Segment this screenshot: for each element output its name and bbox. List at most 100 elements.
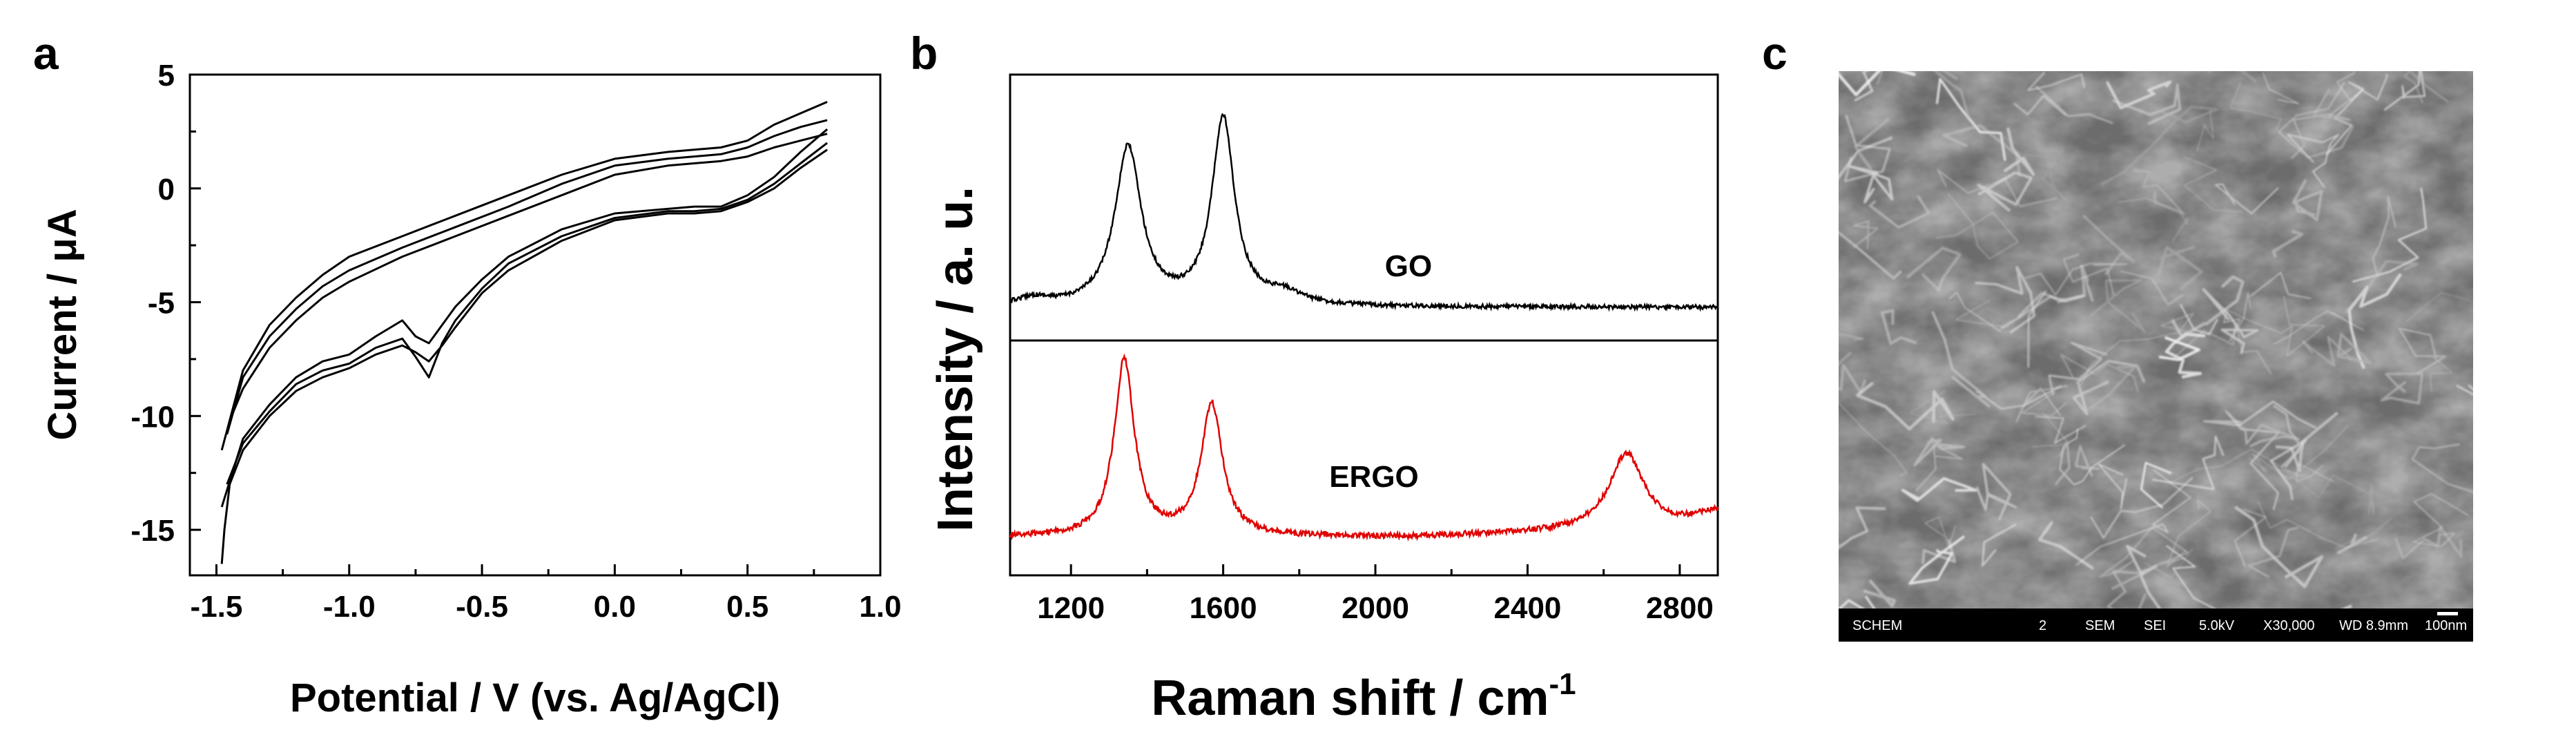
sem-wrinkle [2100, 105, 2218, 186]
sem-wrinkle [2403, 71, 2450, 104]
sem-wrinkle [1849, 165, 1894, 204]
sem-wrinkle [2169, 448, 2303, 483]
sem-wrinkle [2090, 477, 2194, 539]
panel-a-ticks: -1.5 -1.0 -0.5 0.0 0.5 1.0 5 0 -5 -10 -15 [130, 59, 901, 624]
sem-wrinkle [2296, 462, 2335, 483]
panel-a-series-3 [229, 133, 828, 421]
sem-wrinkle [2336, 332, 2372, 365]
panel-a-ylabel-prefix: Current / [40, 262, 85, 441]
sem-wrinkle [2075, 469, 2191, 566]
panel-b-ylabel: Intensity / a. u. [928, 186, 983, 532]
sem-wrinkle [2380, 372, 2423, 405]
sem-info-voltage: 5.0kV [2199, 618, 2235, 633]
sem-texture [1839, 71, 2473, 608]
sem-wrinkle [1975, 385, 2062, 410]
sem-wrinkle [2183, 156, 2243, 213]
sem-wrinkle [2249, 271, 2312, 300]
panel-b-raman-plot: 1200 1600 2000 2400 2800 GO ERGO Raman shift… [928, 73, 1719, 726]
sem-wrinkle [1855, 381, 1955, 431]
sem-wrinkle [2292, 179, 2323, 222]
sem-wrinkle [2017, 265, 2095, 318]
panel-a-xtick-label: 1.0 [859, 590, 901, 624]
sem-wrinkle [2072, 359, 2146, 416]
sem-wrinkle [2075, 445, 2100, 477]
sem-wrinkle [2287, 472, 2374, 515]
sem-wrinkle [2140, 461, 2172, 509]
panel-a-ylabel-unit: μA [40, 209, 85, 262]
go-series-label: GO [1385, 249, 1432, 283]
sem-wrinkle [2430, 356, 2453, 392]
sem-wrinkle [1854, 117, 1890, 171]
ergo-series-label: ERGO [1329, 460, 1419, 494]
panel-a-xlabel: Potential / V (vs. Ag/AgCl) [290, 675, 780, 720]
sem-wrinkle [2328, 71, 2364, 117]
sem-wrinkle [2202, 288, 2259, 354]
panel-b-xlabel-base: Raman shift / cm [1151, 671, 1549, 726]
panel-a-ytick-label: 5 [158, 59, 175, 93]
sem-wrinkle [2035, 85, 2113, 124]
sem-wrinkle [2098, 463, 2127, 510]
sem-info-scale-label: 100nm [2425, 618, 2467, 633]
sem-wrinkle [2257, 501, 2379, 548]
sem-wrinkle [2411, 443, 2473, 493]
panel-b-xtick-label: 1200 [1037, 591, 1105, 625]
sem-wrinkle [1924, 516, 1957, 548]
sem-wrinkle [2059, 428, 2125, 486]
sem-wrinkle [2335, 517, 2392, 550]
sem-wrinkle [1975, 463, 2017, 521]
sem-wrinkle [2027, 71, 2086, 91]
panel-a-xtick-label: -0.5 [456, 590, 508, 624]
sem-wrinkle [1839, 506, 1886, 550]
sem-wrinkle [2247, 526, 2298, 579]
sem-wrinkle [2273, 310, 2364, 345]
sem-info-working-distance: WD 8.9mm [2339, 618, 2408, 633]
sem-info-magnification: X30,000 [2263, 618, 2315, 633]
panel-a-series [220, 101, 829, 564]
panel-label-a: a [33, 28, 59, 79]
sem-wrinkle [2035, 416, 2086, 444]
panel-a-ytick-label: 0 [158, 173, 175, 207]
sem-wrinkle [2079, 312, 2197, 387]
panel-a-series-6 [220, 148, 828, 564]
panel-a-series-2 [226, 119, 828, 435]
sem-wrinkle [2037, 521, 2095, 570]
panel-a-ytick-label: -10 [130, 400, 175, 434]
sem-wrinkle [2203, 400, 2317, 430]
sem-wrinkle [1955, 299, 2009, 328]
sem-info-instrument: SCHEM [1852, 618, 1902, 633]
sem-wrinkle [1908, 535, 1965, 585]
panel-label-b: b [910, 28, 938, 79]
sem-info-number: 2 [2039, 618, 2046, 633]
sem-wrinkle [2002, 134, 2069, 203]
sem-wrinkle [2024, 262, 2128, 296]
sem-wrinkle [2372, 195, 2396, 278]
sem-wrinkle [1839, 401, 1908, 477]
sem-wrinkles [1839, 71, 2473, 608]
panel-a-series-1 [220, 101, 828, 451]
sem-wrinkle [1852, 220, 1879, 249]
sem-wrinkle [2278, 81, 2354, 159]
sem-wrinkle [1839, 231, 1902, 280]
sem-wrinkle [2405, 292, 2473, 323]
sem-wrinkle [2179, 303, 2218, 336]
panel-b-series-ergo [1009, 353, 1719, 542]
panel-b-series [1009, 113, 1719, 542]
sem-wrinkle [1935, 193, 2019, 260]
panel-a-xtick-label: -1.0 [323, 590, 376, 624]
sem-wrinkle [2086, 365, 2136, 412]
panel-b-ticks: 1200 1600 2000 2400 2800 [1037, 564, 1714, 625]
panel-b-series-go [1009, 113, 1719, 312]
sem-wrinkle [2048, 341, 2108, 396]
sem-wrinkle [2000, 294, 2085, 329]
sem-wrinkle [2272, 404, 2304, 468]
panel-a-xtick-label: 0.0 [594, 590, 636, 624]
panel-b-xtick-label: 2400 [1494, 591, 1562, 625]
sem-wrinkle [2229, 81, 2282, 132]
sem-wrinkle [1975, 266, 2036, 334]
sem-wrinkle [1906, 246, 1962, 291]
sem-wrinkle [2082, 214, 2135, 276]
sem-wrinkle [2166, 499, 2211, 568]
sem-wrinkle [2152, 435, 2225, 490]
sem-wrinkle [2133, 169, 2185, 215]
panel-a-cv-plot: -1.5 -1.0 -0.5 0.0 0.5 1.0 5 0 -5 -10 -15 Potentia… [40, 59, 902, 720]
